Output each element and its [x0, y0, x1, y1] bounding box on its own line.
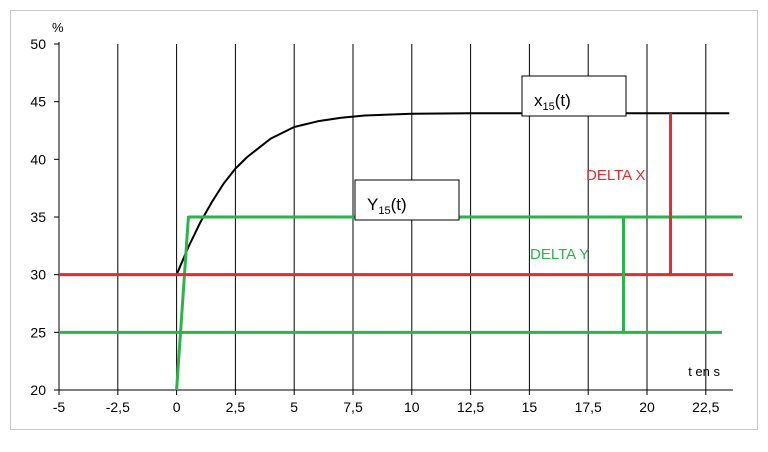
x-tick-label: 15: [522, 399, 538, 415]
y-tick-label: 45: [30, 94, 46, 110]
x-tick-label: 0: [173, 399, 181, 415]
axes: -5 -2,5 0 2,5 5 7,5 10 12,5 15 17,5 20 22,5 20 25 30 35…: [30, 20, 733, 415]
labels: x15(t) Y15(t): [354, 75, 627, 221]
y15-label: Y15(t): [354, 179, 460, 221]
y-tick-label: 25: [30, 324, 46, 340]
x15-label: x15(t): [521, 75, 627, 117]
x-tick-label: 2,5: [226, 399, 246, 415]
label-text: Y15(t): [367, 195, 407, 217]
x-tick-label: 22,5: [692, 399, 719, 415]
label-text: x15(t): [534, 91, 571, 113]
x-tick-label: 12,5: [457, 399, 484, 415]
x-tick-label: -2,5: [106, 399, 130, 415]
x-tick-label: 10: [404, 399, 420, 415]
y-tick-label: 35: [30, 209, 46, 225]
y-axis-label: %: [52, 20, 64, 35]
y-tick-label: 40: [30, 151, 46, 167]
x-tick-label: 7,5: [343, 399, 363, 415]
label-box: [521, 75, 627, 117]
y-tick-label: 30: [30, 267, 46, 283]
x-tick-label: 17,5: [575, 399, 602, 415]
x-tick-label: 5: [290, 399, 298, 415]
label-box: [354, 179, 460, 221]
series-line: [175, 215, 730, 391]
delta-y-label: DELTA Y: [530, 246, 589, 263]
x-tick-label: 20: [639, 399, 655, 415]
x-axis-label: t en s: [688, 364, 720, 379]
series-layer: [175, 112, 730, 391]
y-tick-label: 50: [30, 36, 46, 52]
reference-lines: [59, 215, 742, 334]
y-tick-label: 20: [30, 382, 46, 398]
x-tick-label: -5: [53, 399, 66, 415]
annotations: DELTA X DELTA Y: [530, 113, 673, 333]
delta-x-label: DELTA X: [586, 167, 645, 184]
